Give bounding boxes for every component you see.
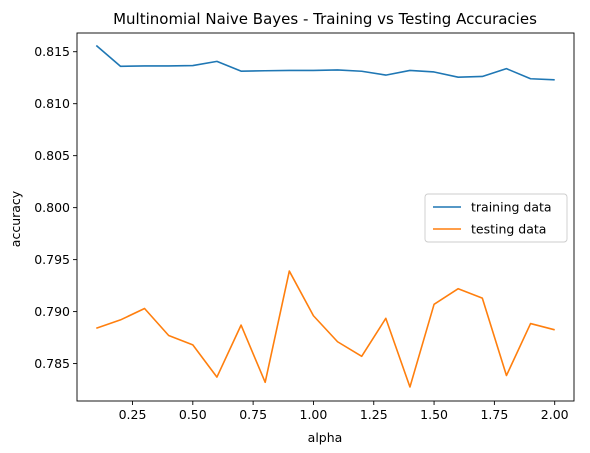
- x-tick-label-6: 1.75: [480, 407, 508, 422]
- x-tick-label-4: 1.25: [360, 407, 388, 422]
- y-tick-label-6: 0.815: [34, 44, 70, 59]
- y-axis-label: accuracy: [8, 190, 23, 247]
- y-tick-label-2: 0.795: [34, 252, 70, 267]
- x-tick-label-1: 0.50: [179, 407, 207, 422]
- series-line-1: [96, 270, 555, 388]
- y-tick-label-3: 0.800: [34, 200, 70, 215]
- legend-label-1: testing data: [471, 222, 546, 237]
- legend: training data testing data: [424, 193, 568, 243]
- x-tick-label-3: 1.00: [300, 407, 328, 422]
- chart-title: Multinomial Naive Bayes - Training vs Te…: [113, 10, 537, 28]
- plot-frame: [76, 32, 575, 402]
- x-tick-label-7: 2.00: [541, 407, 569, 422]
- x-tick-label-2: 0.75: [239, 407, 267, 422]
- x-tick-label-5: 1.50: [420, 407, 448, 422]
- legend-box: [424, 193, 568, 243]
- y-tick-label-0: 0.785: [34, 356, 70, 371]
- x-tick-label-0: 0.25: [119, 407, 147, 422]
- series-line-0: [95, 44, 555, 81]
- y-tick-label-1: 0.790: [34, 304, 70, 319]
- y-tick-label-5: 0.810: [34, 96, 70, 111]
- x-axis-label: alpha: [308, 430, 343, 445]
- axes: 0.25 0.50 0.75 1.00 1.25 1.50 1.75 2.00 0.785 0.7…: [34, 32, 575, 422]
- legend-label-0: training data: [471, 200, 552, 215]
- y-tick-label-4: 0.805: [34, 148, 70, 163]
- plot-area: [95, 44, 555, 388]
